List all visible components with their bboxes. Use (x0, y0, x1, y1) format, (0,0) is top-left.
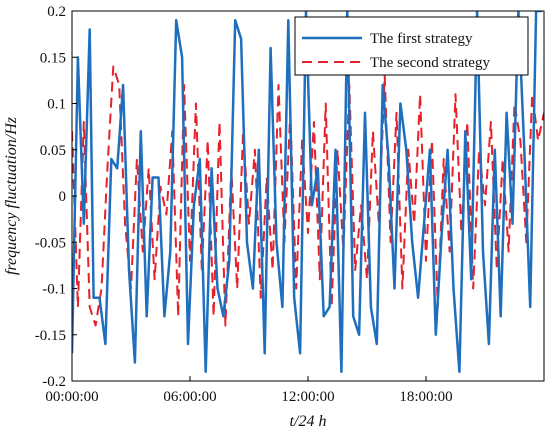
legend-label-first: The first strategy (370, 31, 473, 47)
y-tick-label: 0 (59, 189, 67, 205)
y-axis-title: frequency fluctuation/Hz (3, 116, 20, 275)
series-layer (72, 11, 544, 374)
y-tick-label: -0.2 (42, 374, 66, 390)
y-tick-label: 0.15 (40, 50, 66, 66)
x-tick-label: 18:00:00 (399, 389, 452, 405)
series-line-first (72, 11, 542, 374)
y-tick-label: 0.1 (47, 97, 66, 113)
legend-box (294, 16, 529, 76)
legend: The first strategy The second strategy (294, 16, 529, 76)
x-axis-title: t/24 h (290, 413, 327, 430)
tick-layer: -0.2 -0.15 -0.1 -0.05 0 0.05 0.1 0.15 0.2 00:00:0… (35, 4, 453, 405)
x-tick-label: 06:00:00 (163, 389, 216, 405)
x-tick-label: 12:00:00 (281, 389, 334, 405)
y-tick-label: -0.1 (42, 282, 66, 298)
x-tick-label: 00:00:00 (45, 389, 98, 405)
legend-label-second: The second strategy (370, 55, 490, 71)
y-tick-label: 0.2 (47, 4, 66, 20)
y-tick-label: -0.05 (35, 235, 66, 251)
y-tick-label: -0.15 (35, 328, 66, 344)
y-tick-label: 0.05 (40, 143, 66, 159)
